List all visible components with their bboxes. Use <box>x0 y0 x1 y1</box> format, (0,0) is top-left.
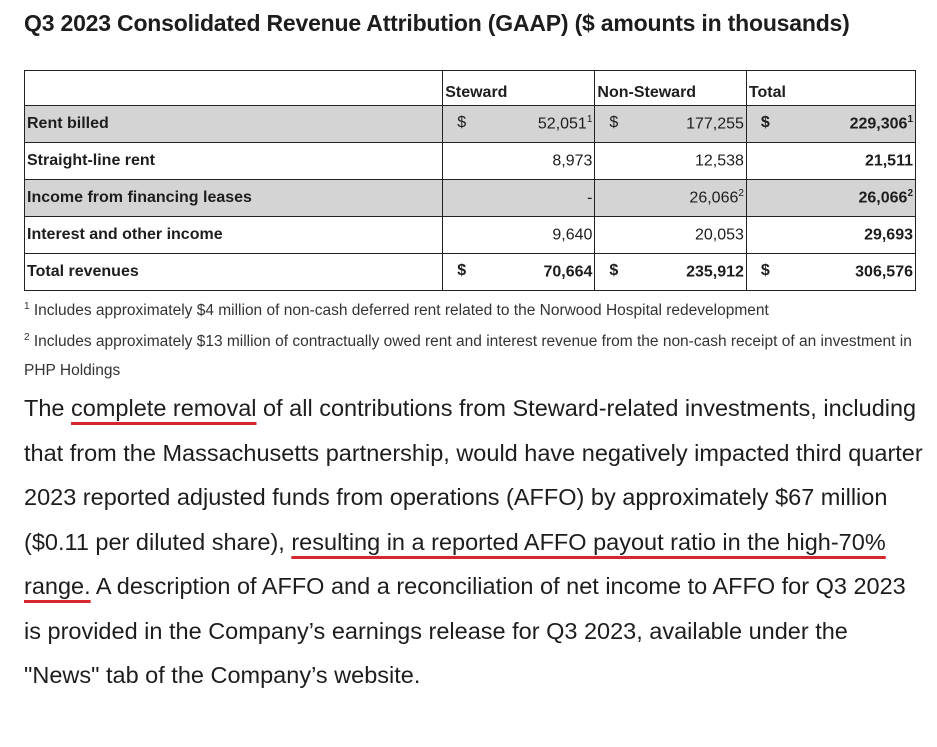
row-label: Income from financing leases <box>23 179 444 217</box>
table-row: Interest and other income 9,640 20,053 29,6… <box>23 216 917 254</box>
total-cell: 21,511 <box>745 142 917 180</box>
non-cell: $235,912 <box>594 253 747 291</box>
footnote-text: Includes approximately $4 million of non… <box>33 302 769 320</box>
value: 29,693 <box>864 226 913 244</box>
value: 177,255 <box>686 115 744 133</box>
footnote-ref: 2 <box>907 188 913 200</box>
value: 21,511 <box>864 152 913 170</box>
table-row: Total revenues $70,664 $235,912 $306,576 <box>23 253 917 291</box>
value: 70,664 <box>543 263 593 281</box>
steward-cell: $52,0511 <box>442 105 596 143</box>
text: The <box>24 395 72 421</box>
value: 26,066 <box>858 189 908 207</box>
table-row: Income from financing leases -26,0662 26,0… <box>23 179 917 217</box>
header-total: Total <box>745 70 917 106</box>
value: 12,538 <box>694 152 744 170</box>
table-row: Rent billed $52,0511 $177,255 $229,3061 <box>23 105 917 143</box>
row-label: Straight-line rent <box>23 142 444 180</box>
total-cell: 26,0662 <box>745 179 917 217</box>
total-cell: $306,576 <box>745 253 917 291</box>
body-paragraph: The complete removal of all contribution… <box>24 386 924 698</box>
non-cell: 20,053 <box>594 216 747 254</box>
text: of all contributions from Steward-relate… <box>24 395 923 555</box>
non-cell: 12,538 <box>594 142 747 180</box>
footnote-mark: 1 <box>24 301 30 312</box>
text: A description of AFFO and a reconciliati… <box>24 573 906 688</box>
currency-symbol: $ <box>609 262 619 280</box>
value: 306,576 <box>855 263 913 281</box>
row-label: Rent billed <box>23 105 444 143</box>
footnote-1: 1 Includes approximately $4 million of n… <box>24 292 769 325</box>
header-steward: Steward <box>442 70 596 106</box>
page-title: Q3 2023 Consolidated Revenue Attribution… <box>24 10 850 36</box>
row-label: Total revenues <box>23 253 444 291</box>
value: 20,053 <box>694 226 744 244</box>
value: 8,973 <box>552 152 593 170</box>
revenue-table: Steward Non-Steward Total Rent billed $52… <box>23 70 917 291</box>
value: 52,051 <box>537 115 587 133</box>
value: 229,306 <box>849 115 908 133</box>
highlight-underline: complete removal <box>71 395 257 421</box>
total-cell: 29,693 <box>745 216 917 254</box>
footnote-mark: 2 <box>24 332 30 343</box>
steward-cell: - <box>442 179 596 217</box>
currency-symbol: $ <box>760 114 770 132</box>
steward-cell: 9,640 <box>442 216 596 254</box>
value: 9,640 <box>552 226 593 244</box>
non-cell: $177,255 <box>594 105 747 143</box>
footnote-ref: 1 <box>586 114 593 126</box>
value: - <box>587 189 593 207</box>
value: 26,066 <box>689 189 739 207</box>
non-cell: 26,0662 <box>594 179 747 217</box>
currency-symbol: $ <box>760 262 770 280</box>
currency-symbol: $ <box>457 262 467 280</box>
header-cell <box>23 70 444 106</box>
steward-cell: 8,973 <box>442 142 596 180</box>
currency-symbol: $ <box>609 114 619 132</box>
header-non-steward: Non-Steward <box>594 70 747 106</box>
highlight-underline: resulting in a reported AFFO payout rati… <box>24 528 886 600</box>
footnote-ref: 1 <box>907 114 913 126</box>
table-header-row: Steward Non-Steward Total <box>23 70 917 106</box>
currency-symbol: $ <box>457 114 467 132</box>
footnote-text: Includes approximately $13 million of co… <box>24 333 912 380</box>
total-cell: $229,3061 <box>745 105 917 143</box>
table-row: Straight-line rent 8,973 12,538 21,511 <box>23 142 917 180</box>
steward-cell: $70,664 <box>442 253 596 291</box>
footnote-ref: 2 <box>738 188 744 200</box>
value: 235,912 <box>686 263 744 281</box>
footnote-2: 2 Includes approximately $13 million of … <box>24 323 919 385</box>
row-label: Interest and other income <box>23 216 444 254</box>
